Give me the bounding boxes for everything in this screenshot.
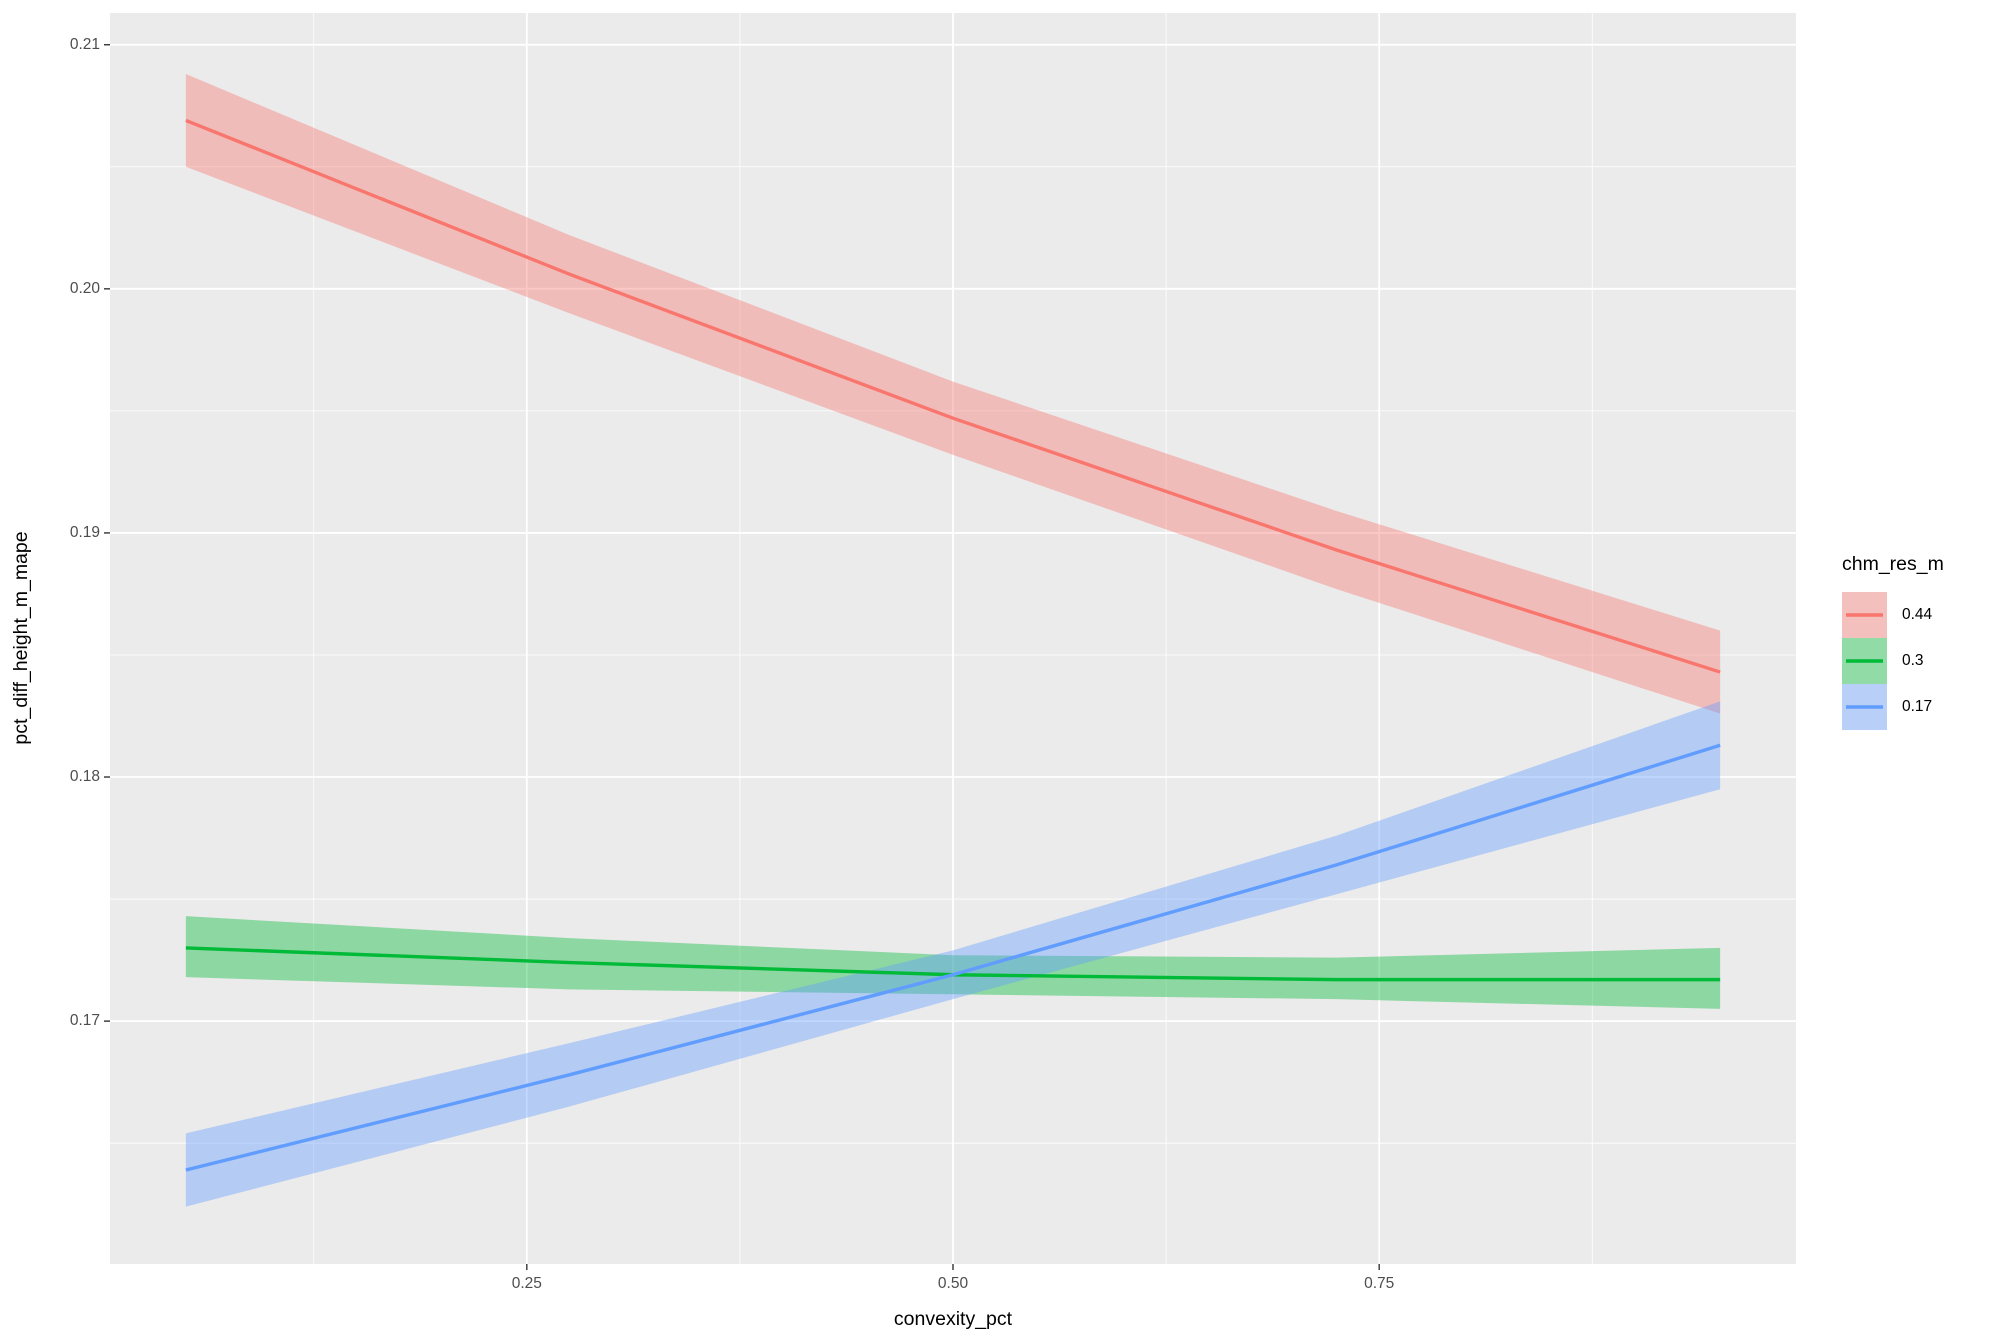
line <box>185 118 1721 674</box>
x-tick-label: 0.75 <box>1364 1275 1394 1292</box>
x-axis-title: convexity_pct <box>894 1308 1013 1330</box>
x-tick-label: 0.50 <box>938 1275 969 1292</box>
legend-label: 0.44 <box>1902 606 1933 623</box>
y-tick-label: 0.21 <box>70 36 100 53</box>
legend-title: chm_res_m <box>1842 553 1944 575</box>
y-tick-label: 0.18 <box>70 768 100 785</box>
legend-label: 0.17 <box>1902 698 1932 715</box>
x-tick-label: 0.25 <box>512 1275 542 1292</box>
legend-label: 0.3 <box>1902 652 1924 669</box>
y-tick-label: 0.19 <box>70 524 100 541</box>
confidence-band <box>185 74 1721 714</box>
y-tick-label: 0.17 <box>70 1012 100 1029</box>
confidence-band <box>185 916 1721 1009</box>
confidence-band <box>185 701 1721 1207</box>
line <box>185 743 1721 1172</box>
y-tick-label: 0.20 <box>70 280 101 297</box>
y-axis-title: pct_diff_height_m_mape <box>10 531 32 744</box>
